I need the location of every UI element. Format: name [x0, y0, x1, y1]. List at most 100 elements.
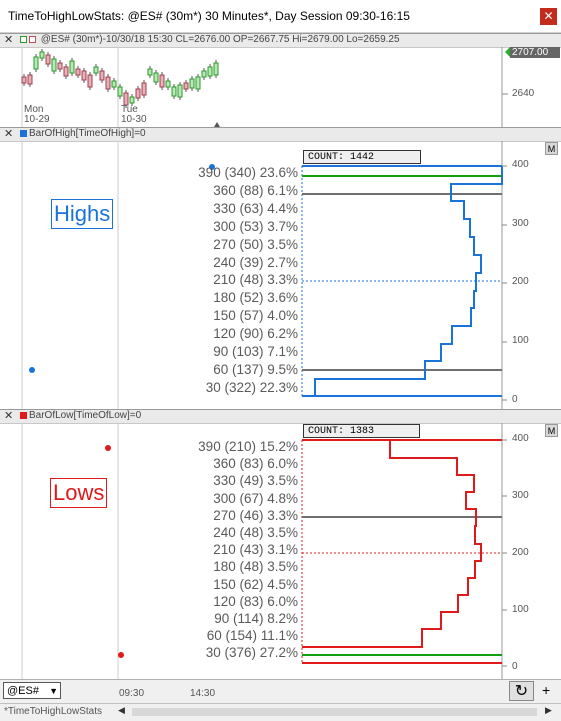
price-chart[interactable] [0, 47, 561, 127]
highs-chart[interactable] [0, 141, 561, 409]
highs-pane-title: BarOfHigh[TimeOfHigh]=0 [29, 128, 146, 139]
price-pane-title: @ES# (30m*)-10/30/18 15:30 CL=2676.00 OP… [40, 34, 400, 45]
scroll-right-icon[interactable]: ▶ [545, 705, 552, 715]
refresh-button[interactable]: ↻ [509, 681, 534, 701]
date-day-2: Tue [121, 104, 138, 115]
price-candle [57, 62, 63, 70]
stat-row: 180 (52) 3.6% [213, 290, 298, 306]
highs-axis-300: 300 [512, 218, 529, 229]
price-candle [111, 80, 117, 88]
stat-row: 30 (322) 22.3% [205, 379, 298, 395]
price-candle [33, 56, 39, 70]
lows-axis-0: 0 [512, 661, 518, 672]
price-candle [177, 84, 183, 98]
symbol-selector[interactable]: @ES# ▼ [3, 682, 61, 699]
price-candle [51, 58, 57, 72]
price-candle [81, 70, 87, 81]
highs-pane-header: ✕ BarOfHigh[TimeOfHigh]=0 [0, 127, 561, 142]
chart-bottom-bar: @ES# ▼ 09:30 14:30 ↻ + [0, 679, 561, 704]
study-color-icon [20, 129, 27, 137]
price-candle [69, 60, 75, 74]
price-candle [147, 68, 153, 76]
study-color-icon [20, 411, 27, 419]
price-candle [105, 76, 111, 90]
window-titlebar: TimeToHighLowStats: @ES# (30m*) 30 Minut… [0, 0, 561, 33]
window-title: TimeToHighLowStats: @ES# (30m*) 30 Minut… [8, 9, 410, 23]
stat-row: 360 (83) 6.0% [213, 456, 298, 472]
price-candle [93, 66, 99, 74]
low-marker-icon [118, 652, 124, 658]
price-candle [165, 80, 171, 88]
lows-axis-400: 400 [512, 433, 529, 444]
date-1: 10-29 [24, 114, 50, 125]
price-candle [117, 86, 123, 97]
tab-timetohighlowstats[interactable]: *TimeToHighLowStats [4, 706, 103, 717]
price-candle [207, 66, 213, 77]
stat-row: 300 (53) 3.7% [213, 218, 298, 234]
stat-row: 60 (137) 9.5% [213, 361, 298, 377]
highs-axis-400: 400 [512, 159, 529, 170]
highs-label: Highs [51, 199, 114, 229]
stat-row: 360 (88) 6.1% [213, 182, 298, 198]
highs-m-button[interactable]: M [545, 142, 558, 155]
price-candle [39, 51, 45, 59]
close-pane-icon[interactable]: ✕ [4, 410, 14, 422]
price-candle [201, 70, 207, 78]
price-candle [99, 70, 105, 81]
low-marker-icon [105, 445, 111, 451]
lows-chart[interactable] [0, 423, 561, 679]
price-candle [141, 82, 147, 96]
close-window-button[interactable]: ✕ [540, 8, 557, 25]
price-candle [183, 82, 189, 90]
date-2: 10-30 [121, 114, 147, 125]
stat-row: 120 (83) 6.0% [213, 593, 298, 609]
last-price-label: 2707.00 [512, 47, 549, 58]
lows-pane-header: ✕ BarOfLow[TimeOfLow]=0 [0, 409, 561, 424]
price-candle [171, 86, 177, 97]
horizontal-scrollbar[interactable] [132, 708, 537, 716]
close-pane-icon[interactable]: ✕ [4, 128, 14, 140]
price-candle [21, 76, 27, 84]
session-marker-icon [214, 122, 220, 127]
stat-row: 240 (39) 2.7% [213, 254, 298, 270]
lows-axis-200: 200 [512, 547, 529, 558]
stat-row: 150 (62) 4.5% [213, 576, 298, 592]
date-day-1: Mon [24, 104, 44, 115]
stat-row: 180 (48) 3.5% [213, 559, 298, 575]
close-pane-icon[interactable]: ✕ [4, 34, 14, 46]
lows-axis-100: 100 [512, 604, 529, 615]
highs-count-box: COUNT: 1442 [303, 150, 421, 164]
stat-row: 300 (67) 4.8% [213, 490, 298, 506]
time-label-2: 14:30 [190, 688, 216, 699]
stat-row: 390 (340) 23.6% [198, 165, 298, 180]
price-candle [27, 74, 33, 85]
highs-axis-200: 200 [512, 276, 529, 287]
lows-pane-title: BarOfLow[TimeOfLow]=0 [29, 410, 142, 421]
stat-row: 210 (48) 3.3% [213, 272, 298, 288]
chevron-down-icon: ▼ [49, 686, 58, 696]
price-candle [153, 72, 159, 83]
lows-m-button[interactable]: M [545, 424, 558, 437]
price-candle [159, 74, 165, 88]
lows-axis-300: 300 [512, 490, 529, 501]
price-candle [195, 76, 201, 90]
price-candle [123, 92, 129, 106]
highs-axis-100: 100 [512, 335, 529, 346]
stat-row: 90 (103) 7.1% [213, 344, 298, 359]
scroll-left-icon[interactable]: ◀ [118, 705, 125, 715]
stat-row: 330 (49) 3.5% [213, 473, 298, 489]
price-candle [135, 88, 141, 99]
price-candle [45, 54, 51, 65]
stat-row: 60 (154) 11.1% [206, 628, 298, 644]
price-pane-header: ✕ @ES# (30m*)-10/30/18 15:30 CL=2676.00 … [0, 33, 561, 48]
up-bar-swatch-icon [20, 35, 27, 43]
price-candle [129, 96, 135, 104]
high-marker-icon [29, 367, 35, 373]
down-bar-swatch-icon [29, 35, 36, 43]
highs-axis-0: 0 [512, 394, 518, 405]
lows-count-box: COUNT: 1383 [303, 424, 420, 438]
stat-row: 150 (57) 4.0% [213, 308, 298, 324]
add-button[interactable]: + [542, 682, 551, 698]
price-candle [189, 78, 195, 89]
high-marker-icon [209, 164, 215, 170]
